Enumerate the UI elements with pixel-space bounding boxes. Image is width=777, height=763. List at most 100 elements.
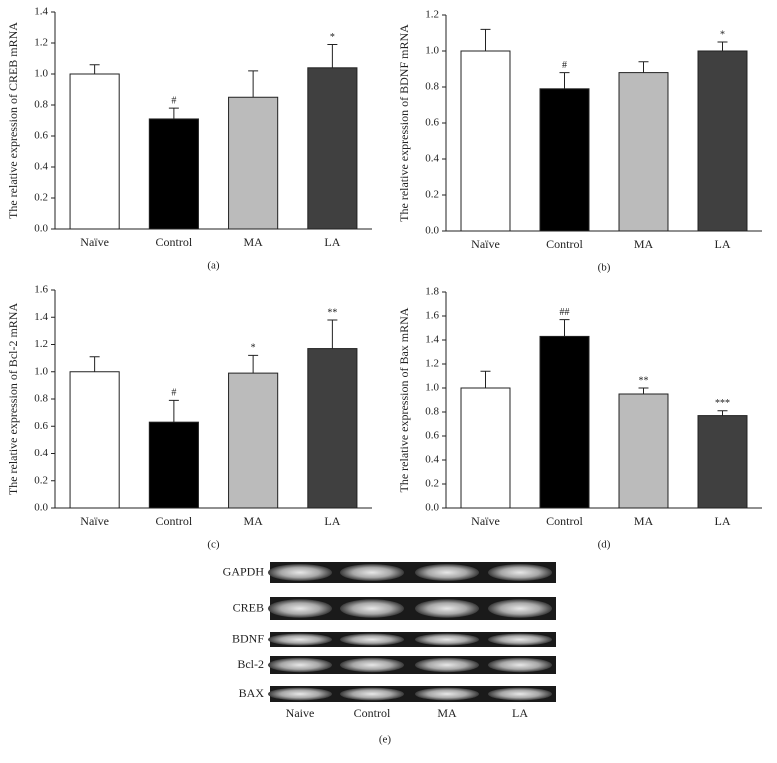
- x-tick-label: LA: [715, 237, 731, 251]
- y-tick-label: 1.2: [425, 9, 439, 21]
- y-tick-label: 0.4: [34, 161, 48, 173]
- bar: [460, 387, 511, 509]
- significance-mark: **: [639, 375, 649, 386]
- x-tick-label: Control: [546, 237, 583, 251]
- gel-band: [340, 599, 404, 618]
- x-tick-label: Control: [546, 514, 583, 528]
- error-bar: [717, 41, 728, 51]
- y-tick-label: 1.0: [425, 45, 439, 57]
- error-bar: [89, 356, 100, 372]
- significance-mark: *: [330, 32, 335, 43]
- y-tick-label: 0.8: [425, 406, 439, 418]
- gel-band: [488, 564, 552, 581]
- bar: [228, 96, 279, 230]
- error-bar: [248, 70, 259, 98]
- error-bar: [327, 319, 338, 349]
- gel-band: [340, 633, 404, 646]
- x-tick-label: LA: [715, 514, 731, 528]
- y-tick-label: 0.6: [34, 130, 48, 142]
- y-tick-label: 0.2: [425, 478, 439, 490]
- gel-band: [488, 599, 552, 618]
- y-axis-label: The relative expression of Bax mRNA: [397, 307, 411, 492]
- gel-strip: [270, 597, 556, 620]
- gel-band: [415, 599, 479, 618]
- gel-band: [268, 599, 332, 618]
- gel-row-label: BDNF: [232, 631, 264, 645]
- y-tick-label: 1.0: [425, 382, 439, 394]
- gel-band: [340, 687, 404, 701]
- x-tick-label: Naïve: [80, 514, 109, 528]
- panel-caption: (e): [379, 734, 392, 746]
- x-tick-label: MA: [634, 514, 654, 528]
- y-tick-label: 0.6: [34, 420, 48, 432]
- gel-band: [268, 633, 332, 646]
- significance-mark: #: [171, 95, 176, 106]
- error-bar: [248, 354, 259, 374]
- bar: [307, 348, 358, 509]
- significance-mark: **: [327, 307, 337, 318]
- y-tick-label: 1.2: [34, 37, 48, 49]
- gel-band: [340, 564, 404, 581]
- gel-band: [415, 687, 479, 701]
- gel-band: [268, 687, 332, 701]
- gel-row-label: Bcl-2: [237, 657, 264, 671]
- y-tick-label: 0.0: [425, 502, 439, 514]
- bar: [697, 415, 748, 509]
- x-tick-label: LA: [324, 514, 340, 528]
- y-tick-label: 1.4: [34, 6, 48, 18]
- panel-caption: (b): [598, 262, 611, 274]
- error-bar: [168, 107, 179, 119]
- error-bar: [638, 61, 649, 73]
- error-bar: [559, 319, 570, 337]
- error-bar: [480, 370, 491, 388]
- y-tick-label: 1.6: [34, 284, 48, 296]
- error-bar: [480, 28, 491, 51]
- y-tick-label: 1.4: [34, 311, 48, 323]
- gel-band: [415, 633, 479, 646]
- x-tick-label: Naïve: [471, 514, 500, 528]
- bar: [69, 73, 120, 230]
- x-tick-label: Control: [156, 235, 193, 249]
- error-bar: [717, 410, 728, 416]
- x-tick-label: Naïve: [471, 237, 500, 251]
- gel-band: [415, 657, 479, 673]
- y-tick-label: 0.8: [425, 81, 439, 93]
- y-tick-label: 0.6: [425, 117, 439, 129]
- y-tick-label: 1.0: [34, 365, 48, 377]
- bar: [460, 50, 511, 232]
- y-tick-label: 1.0: [34, 68, 48, 80]
- y-tick-label: 0.0: [34, 502, 48, 514]
- y-tick-label: 0.8: [34, 99, 48, 111]
- y-tick-label: 0.2: [34, 192, 48, 204]
- y-tick-label: 0.8: [34, 393, 48, 405]
- significance-mark: ***: [715, 398, 730, 409]
- x-tick-label: MA: [243, 235, 263, 249]
- y-axis-label: The relative expression of Bcl-2 mRNA: [6, 303, 20, 496]
- error-bar: [168, 399, 179, 423]
- significance-mark: #: [562, 60, 567, 71]
- x-tick-label: MA: [634, 237, 654, 251]
- gel-lane-label: LA: [512, 706, 528, 720]
- bar: [697, 50, 748, 232]
- gel-strip: [270, 632, 556, 647]
- y-tick-label: 1.8: [425, 286, 439, 298]
- gel-band: [488, 687, 552, 701]
- gel-lane-label: Control: [354, 706, 391, 720]
- gel-band: [340, 657, 404, 673]
- x-tick-label: LA: [324, 235, 340, 249]
- significance-mark: *: [251, 343, 256, 354]
- error-bar: [559, 72, 570, 89]
- significance-mark: ##: [560, 307, 570, 318]
- y-tick-label: 0.6: [425, 430, 439, 442]
- significance-mark: *: [720, 29, 725, 40]
- significance-mark: #: [171, 388, 176, 399]
- y-axis-label: The relative expression of BDNF mRNA: [397, 24, 411, 222]
- x-tick-label: Naïve: [80, 235, 109, 249]
- y-tick-label: 1.2: [34, 338, 48, 350]
- gel-lane-label: MA: [437, 706, 457, 720]
- bar: [148, 421, 199, 509]
- y-tick-label: 0.4: [425, 153, 439, 165]
- y-tick-label: 1.4: [425, 334, 439, 346]
- panel-caption: (a): [207, 260, 220, 272]
